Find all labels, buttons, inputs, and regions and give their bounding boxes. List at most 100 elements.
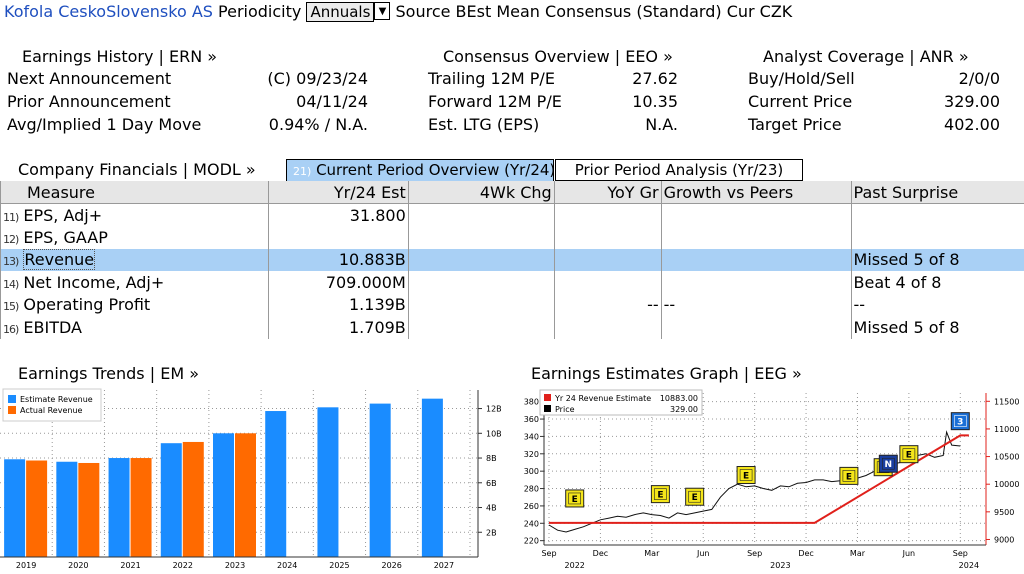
estimate-revenue-bar[interactable] xyxy=(317,407,339,557)
tab-current-period[interactable]: 21) Current Period Overview (Yr/24) xyxy=(286,159,555,183)
col-measure[interactable]: Measure xyxy=(0,181,269,204)
earnings-marker[interactable]: E xyxy=(650,485,670,504)
eeg-x-tick-label: Mar xyxy=(850,549,866,558)
eeg-x-tick-label: Jun xyxy=(696,549,710,558)
col-surprise[interactable]: Past Surprise xyxy=(850,181,1024,204)
company-name[interactable]: Kofola CeskoSlovensko AS xyxy=(4,2,213,21)
news-marker[interactable]: N xyxy=(878,454,898,473)
trends-x-tick-label: 2027 xyxy=(434,561,454,570)
legend-actual-revenue: Actual Revenue xyxy=(20,406,83,415)
event-marker-count[interactable]: 3 xyxy=(950,412,970,431)
col-est[interactable]: Yr/24 Est xyxy=(267,181,409,204)
eeg-year-label: 2024 xyxy=(959,561,979,570)
estimate-revenue-bar[interactable] xyxy=(4,459,26,557)
consensus-title[interactable]: Consensus Overview | EEO » xyxy=(443,47,673,66)
table-row-selected[interactable]: 13) Revenue 10.883B Missed 5 of 8 xyxy=(0,248,1024,271)
actual-revenue-bar[interactable] xyxy=(26,460,48,557)
col-4wk[interactable]: 4Wk Chg xyxy=(407,181,555,204)
periodicity-label: Periodicity xyxy=(218,2,302,21)
estimate-revenue-bar[interactable] xyxy=(108,458,130,557)
eeg-year-label: 2023 xyxy=(770,561,790,570)
row-chg xyxy=(407,203,555,226)
row-chg xyxy=(407,293,555,316)
row-yoy xyxy=(553,226,662,249)
table-row[interactable]: 14) Net Income, Adj+ 709.000M Beat 4 of … xyxy=(0,271,1024,294)
row-yoy: -- xyxy=(553,293,662,316)
col-peers[interactable]: Growth vs Peers xyxy=(660,181,852,204)
forward-pe-label: Forward 12M P/E xyxy=(428,92,562,111)
ltg-value: N.A. xyxy=(645,115,678,134)
trends-title[interactable]: Earnings Trends | EM » xyxy=(18,364,199,383)
table-row[interactable]: 12) EPS, GAAP xyxy=(0,226,1024,249)
estimate-revenue-bar[interactable] xyxy=(56,461,78,557)
periodicity-select[interactable]: Annuals xyxy=(306,2,375,22)
chevron-down-icon[interactable]: ▼ xyxy=(374,2,391,20)
row-measure[interactable]: EPS, GAAP xyxy=(23,227,108,247)
row-measure[interactable]: Operating Profit xyxy=(23,295,151,315)
row-measure[interactable]: Revenue xyxy=(23,249,96,271)
row-surprise: Missed 5 of 8 xyxy=(850,316,1024,339)
earnings-marker[interactable]: E xyxy=(736,466,756,485)
next-announcement-value: (C) 09/23/24 xyxy=(267,69,368,88)
row-peers: -- xyxy=(660,293,852,316)
trends-x-tick-label: 2019 xyxy=(16,561,36,570)
row-yoy xyxy=(553,248,662,271)
eeg-right-tick-label: 10500 xyxy=(994,453,1019,462)
row-peers xyxy=(660,226,852,249)
row-peers xyxy=(660,203,852,226)
row-est: 709.000M xyxy=(267,271,409,294)
analyst-title[interactable]: Analyst Coverage | ANR » xyxy=(763,47,969,66)
row-measure[interactable]: Net Income, Adj+ xyxy=(23,272,165,292)
row-number: 16) xyxy=(3,322,19,336)
row-est: 31.800 xyxy=(267,203,409,226)
eeg-x-tick-label: Sep xyxy=(747,549,762,558)
estimates-chart[interactable]: 220 240 260 280 300 320 340 360 380 9000 9500 10000… xyxy=(512,385,1024,574)
actual-revenue-bar[interactable] xyxy=(130,458,152,557)
eeg-x-tick-label: Jun xyxy=(902,549,916,558)
actual-revenue-bar[interactable] xyxy=(235,433,256,557)
earnings-marker[interactable]: E xyxy=(685,487,705,506)
current-price-value: 329.00 xyxy=(944,92,1000,111)
earnings-marker[interactable]: E xyxy=(899,445,919,464)
ltg-label: Est. LTG (EPS) xyxy=(428,115,540,134)
financials-title[interactable]: Company Financials | MODL » xyxy=(18,160,256,179)
estimate-revenue-bar[interactable] xyxy=(369,403,391,557)
estimates-graph-title[interactable]: Earnings Estimates Graph | EEG » xyxy=(531,364,802,383)
price-line[interactable] xyxy=(548,430,961,533)
earnings-marker[interactable]: E xyxy=(839,466,859,485)
trends-y-tick-label: 2B xyxy=(486,528,497,537)
row-chg xyxy=(407,271,555,294)
marker-label: E xyxy=(572,495,578,505)
earnings-marker[interactable]: E xyxy=(565,489,585,508)
marker-label: E xyxy=(657,491,663,501)
eeg-right-tick-label: 9500 xyxy=(994,508,1014,517)
bhs-value: 2/0/0 xyxy=(958,69,1000,88)
eeg-left-tick-label: 220 xyxy=(524,537,539,546)
table-row[interactable]: 16) EBITDA 1.709B Missed 5 of 8 xyxy=(0,316,1024,339)
legend-revenue-estimate-value: 10883.00 xyxy=(660,394,698,403)
actual-revenue-bar[interactable] xyxy=(78,462,100,557)
row-surprise xyxy=(850,203,1024,226)
row-peers xyxy=(660,316,852,339)
estimate-revenue-bar[interactable] xyxy=(213,433,234,557)
table-row[interactable]: 15) Operating Profit 1.139B -- -- -- xyxy=(0,293,1024,316)
tab-prior-period[interactable]: Prior Period Analysis (Yr/23) xyxy=(555,159,803,181)
estimate-revenue-bar[interactable] xyxy=(421,398,443,557)
actual-revenue-bar[interactable] xyxy=(182,441,204,557)
row-measure[interactable]: EBITDA xyxy=(23,317,82,337)
row-peers xyxy=(660,271,852,294)
estimate-revenue-bar[interactable] xyxy=(265,411,287,557)
row-est: 10.883B xyxy=(267,248,409,271)
eeg-right-tick-label: 10000 xyxy=(994,480,1019,489)
row-est: 1.139B xyxy=(267,293,409,316)
table-row[interactable]: 11) EPS, Adj+ 31.800 xyxy=(0,203,1024,226)
col-yoy[interactable]: YoY Gr xyxy=(553,181,662,204)
eeg-year-label: 2022 xyxy=(565,561,585,570)
row-est: 1.709B xyxy=(267,316,409,339)
revenue-estimate-line[interactable] xyxy=(549,434,969,524)
estimate-revenue-bar[interactable] xyxy=(160,443,182,557)
row-measure[interactable]: EPS, Adj+ xyxy=(23,205,103,225)
trends-chart[interactable]: 2B 4B 6B 8B 10B 12B 2019 2020 2021 2022 2023 2024 20… xyxy=(0,385,512,574)
marker-label: E xyxy=(743,472,749,482)
earnings-history-title[interactable]: Earnings History | ERN » xyxy=(22,47,218,66)
